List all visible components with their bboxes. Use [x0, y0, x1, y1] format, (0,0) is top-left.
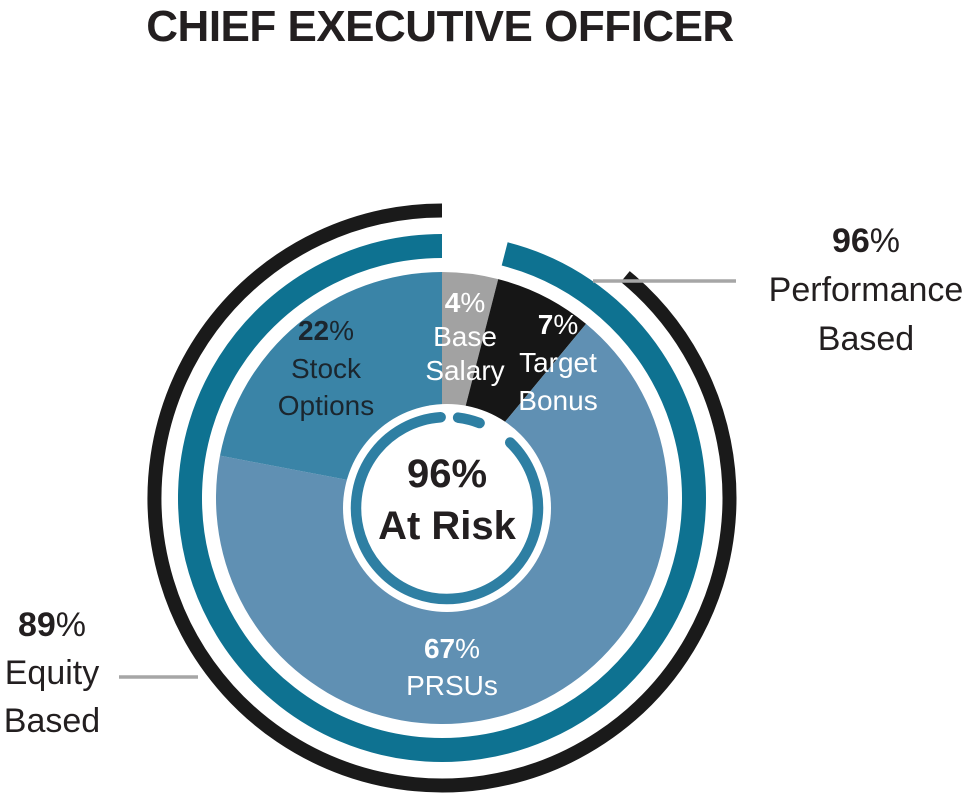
stock-options-line1: Stock	[290, 352, 362, 384]
prsus-pct: 67%	[423, 633, 481, 664]
prsus-line1: PRSUs	[406, 670, 498, 701]
equity-based-line1: Equity	[4, 654, 100, 692]
base-salary-line1: Base	[433, 321, 497, 352]
performance-ring-arc	[178, 234, 706, 762]
label-stock-options: 22% Stock Options	[246, 312, 406, 425]
at-risk-value: 96%	[406, 452, 488, 496]
performance-based-line2: Based	[817, 320, 915, 358]
performance-based-line1: Performance	[768, 271, 964, 309]
page-title: CHIEF EXECUTIVE OFFICER	[146, 2, 734, 51]
base-salary-line2: Salary	[425, 355, 505, 386]
at-risk-center-label: 96% At Risk	[344, 448, 550, 552]
donut-hole	[343, 404, 551, 612]
label-prsus: 67% PRSUs	[372, 630, 532, 704]
target-bonus-line1: Target	[519, 347, 597, 378]
at-risk-ring-arc	[350, 411, 544, 605]
at-risk-ring-dash	[452, 412, 485, 429]
base-salary-pct: 4%	[444, 287, 486, 318]
at-risk-text: At Risk	[378, 504, 516, 548]
performance-based-value: 96%	[831, 222, 901, 260]
label-base-salary: 4% Base Salary	[385, 286, 545, 388]
performance-based-annotation: 96% Performance Based	[756, 217, 976, 364]
target-bonus-line2: Bonus	[518, 385, 598, 416]
equity-based-line2: Based	[3, 702, 101, 740]
stock-options-pct: 22%	[297, 315, 355, 346]
equity-ring-arc	[147, 203, 737, 793]
target-bonus-pct: 7%	[537, 309, 579, 340]
label-target-bonus: 7% Target Bonus	[468, 306, 648, 420]
stock-options-line2: Options	[277, 390, 375, 421]
equity-based-annotation: 89% Equity Based	[0, 601, 104, 745]
equity-based-value: 89%	[17, 606, 87, 644]
